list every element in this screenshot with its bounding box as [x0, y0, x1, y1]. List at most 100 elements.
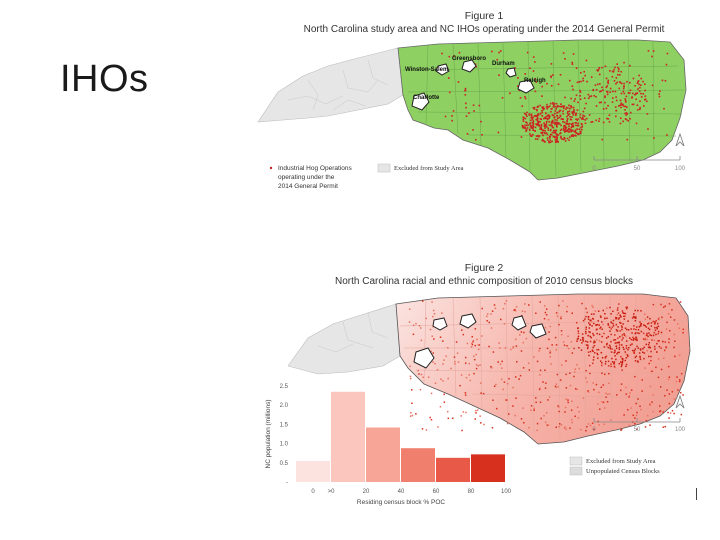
iho-dot	[576, 128, 579, 130]
histogram-bar-0	[296, 460, 330, 482]
poc-dot	[409, 365, 411, 368]
poc-dot	[674, 340, 676, 343]
poc-dot	[543, 414, 545, 417]
poc-dot	[528, 426, 530, 429]
poc-dot	[625, 306, 627, 309]
poc-dot	[647, 344, 650, 346]
poc-dot	[502, 307, 505, 310]
poc-dot	[560, 317, 562, 320]
poc-dot	[551, 344, 553, 346]
iho-dot	[623, 61, 625, 64]
poc-dot	[562, 341, 565, 343]
iho-dot	[549, 115, 551, 118]
poc-dot	[593, 345, 596, 347]
poc-dot	[564, 406, 567, 409]
iho-dot	[616, 63, 618, 65]
poc-dot	[585, 332, 587, 335]
poc-dot	[608, 372, 610, 375]
iho-dot	[539, 128, 542, 130]
poc-dot	[616, 353, 618, 355]
iho-dot	[573, 108, 575, 111]
poc-dot	[432, 352, 434, 354]
poc-dot	[624, 335, 627, 338]
iho-dot	[577, 118, 579, 120]
poc-dot	[574, 388, 577, 390]
iho-dot	[591, 120, 594, 123]
poc-dot	[652, 334, 655, 337]
iho-dot	[524, 127, 527, 130]
poc-dot	[604, 373, 606, 376]
poc-dot	[592, 359, 595, 361]
iho-dot	[548, 117, 550, 120]
iho-dot	[595, 95, 597, 98]
iho-dot	[629, 89, 632, 92]
iho-dot	[546, 137, 549, 139]
poc-dot	[606, 342, 608, 345]
poc-dot	[643, 313, 646, 316]
poc-dot	[559, 423, 561, 425]
poc-dot	[564, 411, 566, 413]
poc-dot	[598, 424, 600, 426]
iho-dot	[625, 118, 628, 121]
iho-dot	[623, 105, 625, 108]
iho-dot	[577, 122, 579, 125]
poc-dot	[601, 362, 603, 364]
iho-dot	[592, 89, 594, 92]
poc-dot	[588, 330, 590, 333]
iho-dot	[546, 107, 548, 110]
iho-dot	[666, 52, 669, 55]
iho-dot	[555, 140, 558, 143]
poc-dot	[585, 377, 587, 379]
histogram-bar-2	[366, 427, 400, 482]
poc-dot	[417, 369, 419, 372]
poc-dot	[558, 304, 560, 307]
poc-dot	[649, 346, 652, 349]
poc-dot	[620, 389, 622, 392]
iho-dot	[553, 116, 556, 118]
iho-dot	[523, 112, 526, 115]
poc-dot	[422, 376, 424, 379]
poc-dot	[476, 409, 479, 411]
poc-dot	[663, 349, 666, 352]
poc-dot	[597, 357, 599, 359]
poc-dot	[589, 319, 591, 322]
poc-dot	[576, 363, 578, 366]
iho-dot	[639, 106, 641, 109]
iho-dot	[584, 119, 587, 121]
poc-dot	[657, 340, 659, 342]
iho-dot	[571, 134, 573, 137]
poc-dot	[662, 340, 664, 343]
iho-dot	[604, 101, 606, 104]
poc-dot	[642, 348, 644, 350]
poc-dot	[585, 429, 587, 432]
poc-dot	[668, 376, 671, 378]
poc-dot	[607, 323, 609, 325]
poc-dot	[641, 379, 644, 381]
poc-dot	[656, 351, 658, 353]
poc-dot	[619, 321, 621, 324]
poc-dot	[569, 384, 572, 387]
poc-dot	[464, 362, 467, 364]
poc-dot	[653, 345, 656, 348]
iho-dot	[546, 115, 548, 118]
iho-dot	[550, 110, 552, 113]
study-area-2	[395, 293, 691, 445]
iho-dot	[580, 122, 583, 125]
poc-dot	[647, 414, 649, 417]
north-arrow-icon-2	[675, 394, 685, 409]
iho-dot	[562, 112, 564, 115]
poc-dot	[617, 341, 619, 344]
poc-dot	[535, 312, 537, 315]
poc-dot	[545, 308, 548, 310]
iho-dot	[601, 138, 604, 141]
iho-dot	[563, 121, 566, 124]
poc-dot	[498, 342, 500, 344]
poc-dot	[492, 399, 494, 402]
poc-dot	[571, 421, 573, 424]
poc-dot	[615, 328, 618, 331]
iho-dot	[537, 135, 540, 138]
poc-dot	[536, 360, 539, 363]
poc-dot	[618, 362, 621, 365]
iho-dot	[644, 95, 647, 97]
poc-dot	[658, 340, 660, 342]
